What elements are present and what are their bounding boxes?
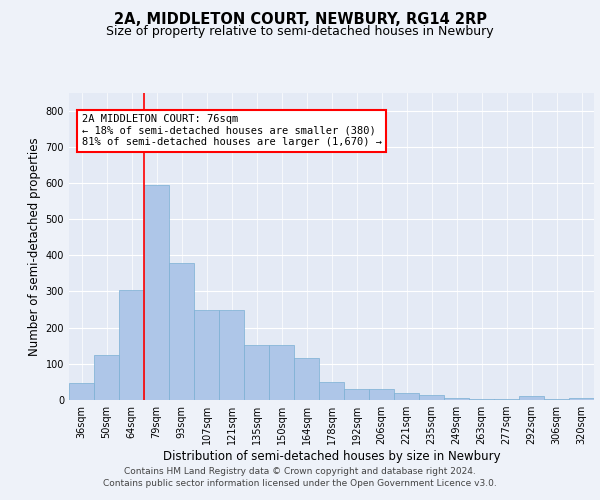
Text: 2A, MIDDLETON COURT, NEWBURY, RG14 2RP: 2A, MIDDLETON COURT, NEWBURY, RG14 2RP: [113, 12, 487, 28]
Bar: [169, 264, 194, 400]
Bar: [494, 399, 519, 400]
Bar: [344, 389, 369, 400]
Bar: [294, 358, 319, 400]
Bar: [69, 383, 94, 400]
Text: Contains HM Land Registry data © Crown copyright and database right 2024.: Contains HM Land Registry data © Crown c…: [124, 467, 476, 476]
Bar: [569, 398, 594, 400]
Text: 2A MIDDLETON COURT: 76sqm
← 18% of semi-detached houses are smaller (380)
81% of: 2A MIDDLETON COURT: 76sqm ← 18% of semi-…: [82, 114, 382, 148]
Bar: [219, 310, 244, 400]
Bar: [269, 345, 294, 400]
Text: Size of property relative to semi-detached houses in Newbury: Size of property relative to semi-detach…: [106, 25, 494, 38]
Bar: [519, 396, 544, 400]
Bar: [444, 398, 469, 400]
Bar: [319, 382, 344, 400]
Y-axis label: Number of semi-detached properties: Number of semi-detached properties: [28, 137, 41, 356]
Bar: [244, 345, 269, 400]
Bar: [544, 399, 569, 400]
Bar: [394, 394, 419, 400]
Bar: [144, 184, 169, 400]
Bar: [419, 396, 444, 400]
Bar: [94, 355, 119, 400]
Bar: [369, 389, 394, 400]
X-axis label: Distribution of semi-detached houses by size in Newbury: Distribution of semi-detached houses by …: [163, 450, 500, 463]
Text: Contains public sector information licensed under the Open Government Licence v3: Contains public sector information licen…: [103, 478, 497, 488]
Bar: [469, 399, 494, 400]
Bar: [119, 290, 144, 400]
Bar: [194, 310, 219, 400]
